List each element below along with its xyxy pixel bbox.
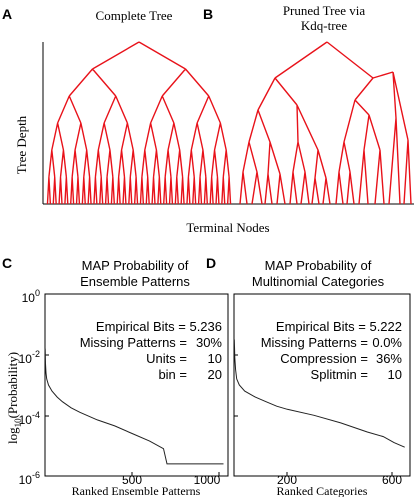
panel-c-title-line1: MAP Probability of: [82, 258, 189, 273]
stat-value: 0.0%: [372, 335, 402, 350]
panel-letter-b: B: [203, 6, 213, 22]
x-tick-label-c-1000: 1000: [194, 473, 221, 487]
panel-a-title: Complete Tree: [96, 8, 173, 23]
panel-d-title-line1: MAP Probability of: [265, 258, 372, 273]
tree-depth-label: Tree Depth: [14, 115, 29, 174]
probability-curve: [233, 339, 405, 448]
probability-curve: [44, 348, 224, 465]
x-tick-label-d-600: 600: [382, 473, 402, 487]
stat-label: Missing Patterns =: [261, 335, 368, 350]
stat-label: bin =: [158, 367, 187, 382]
stat-value: 30%: [196, 335, 222, 350]
stat-label: Splitmin =: [311, 367, 368, 382]
panel-letter-c: C: [2, 255, 12, 271]
x-tick-label-d-200: 200: [277, 473, 297, 487]
stat-value: 20: [208, 367, 222, 382]
stat-label: Empirical Bits = 5.236: [96, 319, 222, 334]
panel-d-xlabel-text: Ranked Categories: [277, 484, 368, 497]
y-tick-label-1e-2: 10-2: [19, 349, 40, 366]
stat-value: 10: [388, 367, 402, 382]
panel-d-title-line2: Multinomial Categories: [252, 274, 385, 289]
complete-tree: [46, 41, 232, 205]
log-probability-label: log10(Probability): [5, 352, 23, 444]
y-tick-label-1e-4: 10-4: [19, 410, 40, 427]
y-tick-label-1e-6: 10-6: [19, 470, 40, 487]
panel-d-curve-group: [233, 339, 405, 448]
stat-label: Compression =: [280, 351, 368, 366]
panel-b-title-line2: Kdq-tree: [301, 18, 347, 33]
stat-value: 36%: [376, 351, 402, 366]
panel-d-plot-frame: [233, 293, 411, 477]
pruned-tree: [239, 41, 412, 205]
x-tick-label-c-500: 500: [122, 473, 142, 487]
complete-tree-branches: [46, 41, 232, 205]
panel-c-plot-frame: [44, 293, 229, 477]
stat-value: 10: [208, 351, 222, 366]
panel-c-curve-group: [44, 348, 224, 465]
y-tick-label-1e0: 100: [22, 288, 40, 305]
panel-c-xlabel-text: Ranked Ensemble Patterns: [72, 484, 201, 497]
stat-label: Units =: [146, 351, 187, 366]
terminal-nodes-label: Terminal Nodes: [186, 220, 269, 235]
panel-letter-d: D: [206, 255, 216, 271]
stat-label: Missing Patterns =: [80, 335, 187, 350]
panel-letter-a: A: [2, 6, 12, 22]
stat-label: Empirical Bits = 5.222: [276, 319, 402, 334]
pruned-tree-branches: [239, 41, 412, 205]
panel-b-title-line1: Pruned Tree via: [283, 3, 366, 18]
panel-c-title-line2: Ensemble Patterns: [80, 274, 190, 289]
